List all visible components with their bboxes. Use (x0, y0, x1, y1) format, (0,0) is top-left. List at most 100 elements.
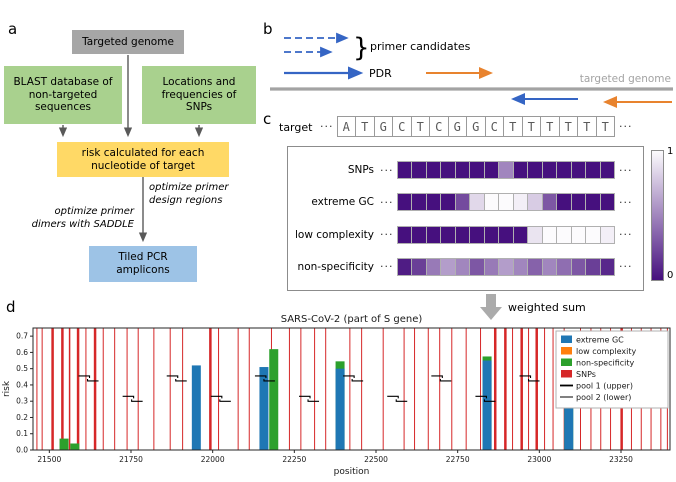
risk-cell (396, 193, 412, 212)
risk-cell (570, 225, 586, 244)
y-tick-label: 0.1 (16, 429, 28, 438)
risk-cell (570, 193, 586, 212)
risk-cell (469, 161, 485, 180)
risk-cell (527, 225, 543, 244)
y-tick-label: 0.2 (16, 413, 28, 422)
risk-cell (440, 161, 456, 180)
risk-bar (259, 367, 269, 450)
risk-cell (411, 225, 427, 244)
panel-c-label: c (263, 110, 272, 128)
risk-cell (396, 161, 412, 180)
sequence-base: C (429, 116, 449, 137)
risk-cell (498, 257, 514, 276)
y-tick-label: 0.4 (16, 380, 28, 389)
y-tick-label: 0.3 (16, 397, 28, 406)
sequence-base: T (595, 116, 615, 137)
risk-cell (585, 193, 601, 212)
risk-cell (411, 161, 427, 180)
sequence-base: T (577, 116, 597, 137)
colorbar-min-label: 0 (667, 270, 674, 281)
risk-cell (440, 225, 456, 244)
risk-cell (541, 161, 557, 180)
x-tick-label: 21750 (119, 455, 143, 464)
sequence-base: T (410, 116, 430, 137)
y-tick-label: 0.5 (16, 364, 28, 373)
risk-row-ellipsis: ··· (619, 195, 633, 209)
amplicon-marker (307, 399, 320, 402)
legend-label: non-specificity (576, 359, 635, 368)
x-tick-label: 23250 (609, 455, 633, 464)
panel-d-label: d (6, 298, 16, 316)
amplicon-marker (431, 375, 443, 378)
risk-cell (527, 257, 543, 276)
flow-node-blast-db: BLAST database of non-targeted sequences (4, 66, 122, 124)
flow-node-snp-info: Locations and frequencies of SNPs (142, 66, 256, 124)
sequence-ellipsis: ··· (619, 120, 633, 133)
risk-row-cells (396, 161, 615, 180)
risk-cell (556, 225, 572, 244)
risk-row-ellipsis: ··· (619, 260, 633, 274)
risk-cell (570, 161, 586, 180)
risk-cell (527, 161, 543, 180)
y-tick-label: 0.0 (16, 446, 28, 455)
risk-row-cells (396, 193, 615, 212)
risk-row-ellipsis: ··· (619, 163, 633, 177)
weighted-sum-label: weighted sum (508, 301, 586, 314)
risk-cell (396, 257, 412, 276)
risk-cell (440, 257, 456, 276)
risk-cell (556, 257, 572, 276)
x-tick-label: 22750 (446, 455, 470, 464)
risk-cell (483, 193, 499, 212)
risk-cell (512, 257, 528, 276)
risk-bar (269, 349, 279, 450)
flowchart-arrows (58, 55, 204, 243)
risk-cell (454, 161, 470, 180)
risk-cell (411, 257, 427, 276)
risk-row-ellipsis: ··· (619, 228, 633, 242)
legend-swatch (561, 370, 572, 378)
x-tick-label: 22000 (201, 455, 225, 464)
amplicon-marker (387, 395, 399, 399)
risk-row-cells (396, 225, 615, 244)
panel-b-label: b (263, 20, 273, 38)
risk-cell (556, 193, 572, 212)
amplicon-marker (122, 395, 135, 399)
risk-cell (454, 225, 470, 244)
amplicon-marker (395, 399, 408, 402)
risk-cell (527, 193, 543, 212)
flow-node-tiled-amplicons: Tiled PCR amplicons (89, 246, 197, 282)
risk-row: non-specificity ··· ··· (288, 257, 643, 276)
amplicon-marker (263, 378, 275, 382)
sequence-base: A (336, 116, 356, 137)
risk-row-ellipsis: ··· (380, 195, 394, 209)
risk-cell (483, 161, 499, 180)
annotation-optimize-dimers: optimize primer dimers with SADDLE (31, 206, 134, 230)
risk-cell (440, 193, 456, 212)
x-tick-label: 22500 (364, 455, 388, 464)
risk-cell (585, 225, 601, 244)
risk-heatmap: SNPs ··· ··· extreme GC ··· ··· low complexity… (287, 146, 644, 291)
amplicon-marker (519, 375, 532, 378)
primer-candidates-label: primer candidates (370, 40, 471, 53)
sequence-base: T (503, 116, 523, 137)
sequence-ellipsis: ··· (320, 120, 334, 133)
risk-cell (469, 225, 485, 244)
risk-bar (482, 360, 492, 450)
risk-cell (425, 193, 441, 212)
risk-bar (335, 368, 345, 450)
risk-cell (411, 193, 427, 212)
risk-cell (512, 225, 528, 244)
sequence-base: C (484, 116, 504, 137)
risk-cell (425, 225, 441, 244)
risk-row-ellipsis: ··· (380, 260, 394, 274)
risk-cell (541, 257, 557, 276)
legend-label: SNPs (576, 370, 596, 379)
amplicon-marker (351, 378, 364, 382)
risk-row: extreme GC ··· ··· (288, 193, 643, 212)
risk-row-cells (396, 257, 615, 276)
x-tick-label: 23000 (527, 455, 551, 464)
risk-cell (396, 225, 412, 244)
risk-cell (483, 257, 499, 276)
targeted-genome-label: targeted genome (580, 73, 671, 85)
amplicon-marker (254, 375, 267, 378)
